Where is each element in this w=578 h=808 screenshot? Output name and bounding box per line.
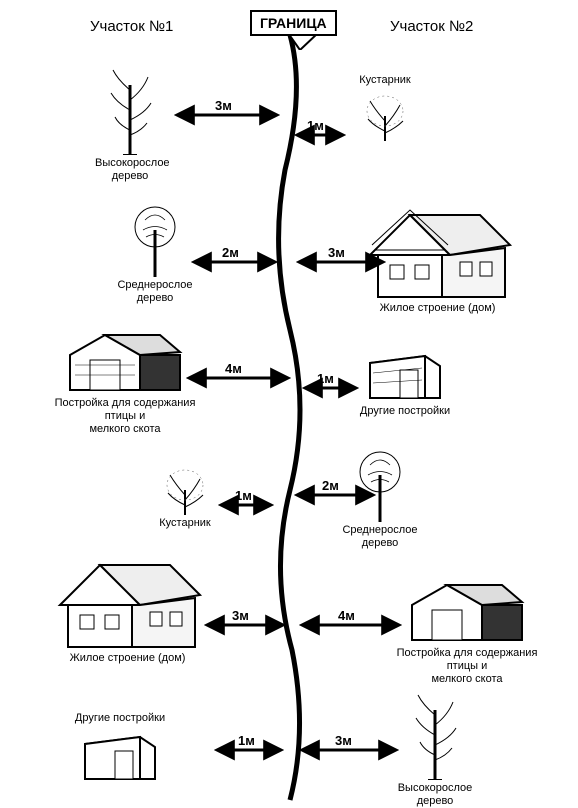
distance-label: 4м — [338, 608, 355, 623]
distance-label: 2м — [322, 478, 339, 493]
arrows-layer — [0, 0, 578, 803]
distance-label: 1м — [235, 488, 252, 503]
border-label: ГРАНИЦА — [250, 10, 337, 36]
distance-label: 1м — [317, 371, 334, 386]
distance-label: 4м — [225, 361, 242, 376]
distance-label: 3м — [215, 98, 232, 113]
distance-label: 3м — [328, 245, 345, 260]
distance-label: 1м — [307, 118, 324, 133]
diagram-canvas: Участок №1 Участок №2 ГРАНИЦА Высокоросл… — [0, 0, 578, 803]
distance-label: 1м — [238, 733, 255, 748]
distance-label: 3м — [335, 733, 352, 748]
distance-label: 2м — [222, 245, 239, 260]
distance-label: 3м — [232, 608, 249, 623]
